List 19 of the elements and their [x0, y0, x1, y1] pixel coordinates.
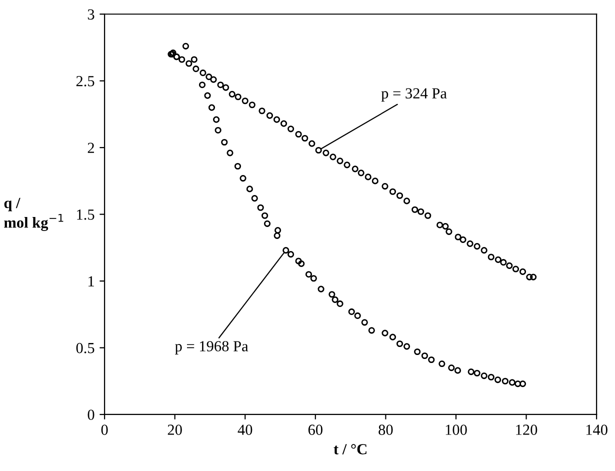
- x-tick-label: 0: [101, 424, 108, 435]
- y-tick-label: 0: [88, 410, 94, 420]
- annotation: p = 1968 Pa: [175, 341, 248, 354]
- x-tick-label: 20: [168, 424, 182, 435]
- x-tick-label: 60: [308, 424, 322, 435]
- y-tick-label: 3: [88, 9, 94, 20]
- x-tick-label: 40: [238, 424, 252, 435]
- y-tick-label: 0.5: [76, 342, 94, 354]
- y-tick-label: 2: [88, 142, 94, 153]
- x-axis-title: t / °C: [334, 444, 366, 454]
- x-tick-label: 80: [378, 424, 393, 435]
- y-tick-label: 1.5: [77, 210, 94, 220]
- x-tick-label: 100: [446, 424, 467, 435]
- x-tick-label: 120: [516, 424, 538, 435]
- y-tick-label: 1: [88, 276, 94, 286]
- annotation: p = 324 Pa: [381, 88, 447, 102]
- y-axis-title: q / mol kg$^{−1}$: [4, 198, 64, 231]
- y-tick-label: 2.5: [76, 76, 94, 86]
- x-tick-label: 140: [586, 424, 608, 435]
